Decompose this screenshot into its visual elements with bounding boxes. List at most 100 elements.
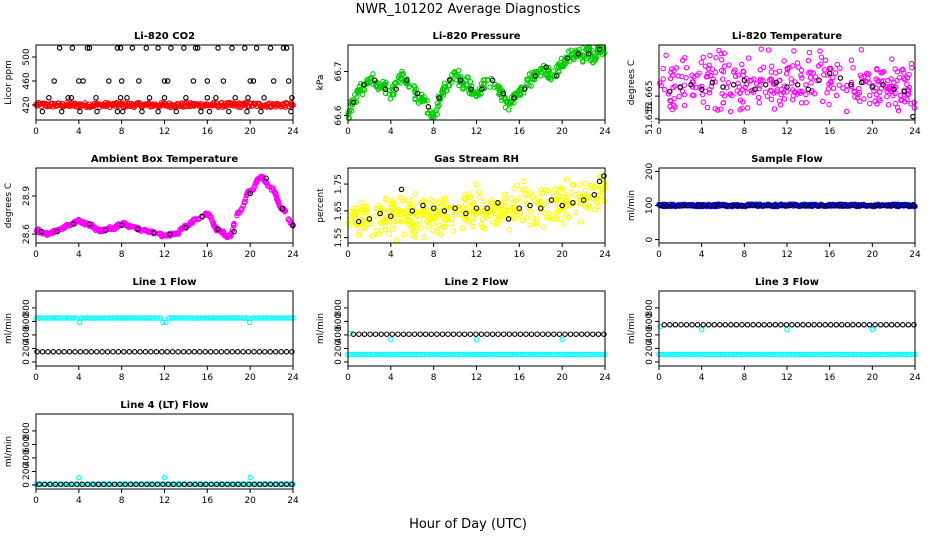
x-axis-label: Hour of Day (UTC) bbox=[409, 517, 527, 532]
point-avg bbox=[787, 202, 793, 209]
point-cal-bottom bbox=[288, 108, 294, 115]
point-avg bbox=[500, 90, 507, 97]
point-all bbox=[431, 213, 437, 220]
point-all bbox=[190, 315, 196, 321]
point-all bbox=[850, 351, 856, 358]
point-all bbox=[808, 89, 815, 96]
point-all bbox=[777, 102, 784, 108]
point-avg bbox=[595, 331, 602, 337]
point-avg bbox=[819, 202, 826, 209]
point-all bbox=[346, 110, 352, 116]
point-all bbox=[506, 227, 513, 233]
point-cal-mid bbox=[220, 78, 227, 84]
point-all bbox=[52, 315, 58, 321]
point-all bbox=[360, 207, 366, 213]
point-all bbox=[361, 87, 368, 93]
point-all bbox=[792, 89, 799, 96]
point-all bbox=[896, 351, 902, 358]
point-all bbox=[404, 351, 411, 358]
point-avg bbox=[506, 331, 513, 337]
y-tick-label: 600 bbox=[22, 313, 32, 330]
point-all bbox=[890, 351, 897, 358]
point-all bbox=[681, 102, 688, 109]
point-all bbox=[230, 315, 237, 321]
point-avg bbox=[805, 322, 812, 328]
point-avg bbox=[118, 222, 125, 228]
point-cal-low bbox=[161, 95, 168, 101]
point-avg bbox=[578, 331, 585, 337]
point-avg bbox=[709, 79, 716, 86]
point-all bbox=[565, 194, 571, 200]
point-all bbox=[510, 351, 516, 358]
point-all bbox=[905, 91, 912, 98]
point-all bbox=[766, 351, 773, 358]
point-all bbox=[284, 315, 291, 321]
point-all bbox=[834, 351, 840, 358]
point-all bbox=[750, 351, 757, 358]
point-avg bbox=[878, 202, 885, 209]
point-all bbox=[415, 351, 422, 358]
point-all bbox=[372, 213, 378, 219]
point-all bbox=[551, 72, 558, 78]
point-avg bbox=[54, 228, 61, 235]
point-avg bbox=[803, 202, 810, 209]
point-avg bbox=[389, 331, 396, 337]
point-avg bbox=[512, 331, 518, 337]
point-avg bbox=[861, 322, 867, 328]
point-all bbox=[65, 223, 72, 229]
point-all bbox=[108, 481, 115, 488]
point-avg bbox=[816, 77, 822, 83]
point-avg bbox=[63, 481, 69, 488]
point-all bbox=[507, 351, 514, 358]
point-all bbox=[764, 351, 770, 358]
point-all bbox=[537, 351, 543, 358]
point-all bbox=[452, 211, 459, 217]
point-all bbox=[372, 205, 379, 212]
point-avg bbox=[826, 70, 833, 77]
point-all bbox=[219, 315, 226, 321]
point-all bbox=[541, 210, 547, 216]
point-all bbox=[538, 187, 544, 193]
point-all bbox=[222, 481, 229, 488]
point-all bbox=[130, 315, 137, 321]
point-all bbox=[238, 315, 245, 321]
point-all bbox=[795, 64, 802, 71]
point-all bbox=[260, 315, 266, 321]
point-all bbox=[803, 91, 809, 98]
point-all bbox=[540, 351, 546, 358]
point-all bbox=[54, 315, 61, 321]
point-all bbox=[804, 351, 810, 358]
point-avg bbox=[441, 208, 448, 214]
point-all bbox=[402, 80, 409, 86]
point-all bbox=[700, 54, 706, 61]
point-all bbox=[798, 67, 805, 74]
point-avg bbox=[905, 322, 912, 328]
point-all bbox=[519, 187, 526, 193]
point-all bbox=[565, 214, 572, 221]
point-all bbox=[377, 220, 384, 226]
point-all bbox=[246, 319, 253, 326]
y-tick-label: 600 bbox=[22, 436, 32, 453]
y-tick-label: 100 bbox=[645, 197, 655, 214]
point-all bbox=[475, 189, 482, 195]
x-tick-label: 16 bbox=[202, 373, 214, 383]
point-avg bbox=[760, 202, 767, 209]
y-tick-label: 500 bbox=[22, 48, 32, 65]
point-all bbox=[244, 315, 250, 321]
point-avg bbox=[192, 481, 198, 488]
x-tick-label: 24 bbox=[599, 250, 611, 260]
point-avg bbox=[690, 202, 697, 209]
point-all bbox=[545, 68, 552, 74]
point-all bbox=[469, 201, 475, 208]
point-cal-top bbox=[283, 45, 290, 51]
point-all bbox=[415, 209, 422, 215]
point-avg bbox=[539, 331, 546, 337]
point-avg bbox=[350, 331, 357, 337]
y-tick-label: 600 bbox=[334, 313, 344, 330]
point-cal-bottom bbox=[258, 108, 264, 115]
point-all bbox=[402, 197, 409, 203]
point-all bbox=[712, 69, 719, 76]
point-avg bbox=[199, 213, 205, 220]
point-all bbox=[718, 57, 725, 63]
point-avg bbox=[562, 331, 568, 337]
